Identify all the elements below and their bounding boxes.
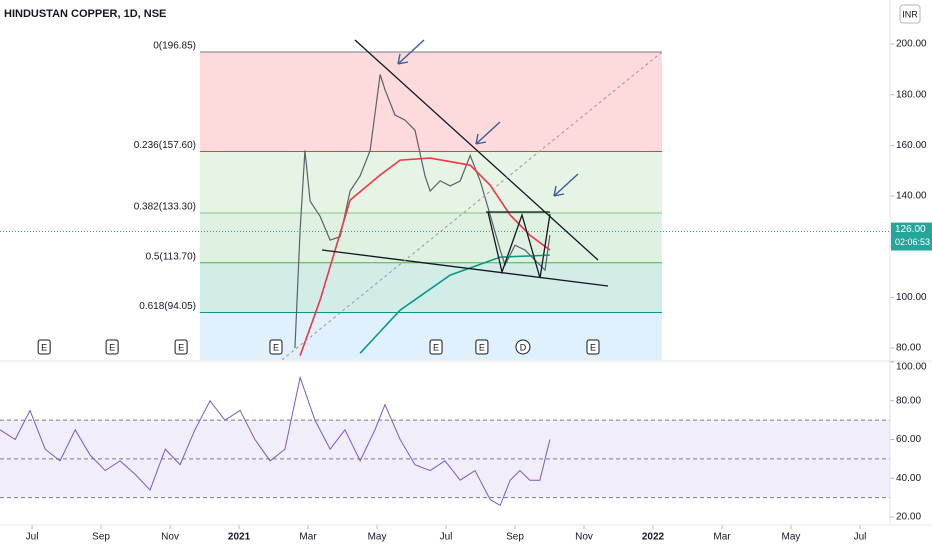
fib-label: 0.236(157.60)	[134, 140, 196, 151]
fib-label: 0(196.85)	[153, 41, 196, 52]
x-tick-label: Jul	[854, 532, 867, 543]
trendline	[354, 39, 599, 261]
event-label: E	[433, 342, 439, 352]
event-badge	[586, 339, 600, 355]
event-label: E	[41, 342, 47, 352]
arrow	[553, 173, 579, 197]
x-tick-label: Nov	[161, 532, 179, 543]
x-tick-label: Sep	[92, 532, 110, 543]
series-line	[294, 74, 551, 349]
x-tick-label: Jul	[440, 532, 453, 543]
series-line	[359, 254, 550, 354]
trendline	[321, 249, 609, 287]
event-label: E	[479, 342, 485, 352]
fib-band	[200, 213, 662, 263]
event-label: E	[178, 342, 184, 352]
x-tick-label: 2021	[228, 532, 251, 543]
rsi-pane	[0, 375, 890, 507]
last-price-badge	[891, 222, 932, 251]
fib-label: 0.618(94.05)	[139, 301, 196, 312]
drawings	[281, 39, 663, 360]
x-tick-label: May	[368, 532, 387, 543]
y-tick-label: 80.00	[896, 343, 921, 354]
series-line	[0, 375, 551, 507]
x-tick-label: 2022	[642, 532, 665, 543]
fib-band	[200, 151, 662, 214]
event-label: E	[590, 342, 596, 352]
y-tick-label: 100.00	[896, 292, 927, 303]
pattern	[487, 211, 551, 279]
fib-label: 0.382(133.30)	[134, 202, 196, 213]
y-tick-label: 140.00	[896, 191, 927, 202]
event-label: D	[520, 342, 527, 352]
arrow	[397, 39, 425, 65]
chart-title: HINDUSTAN COPPER, 1D, NSE	[4, 8, 166, 20]
event-badge	[515, 339, 531, 355]
x-tick-label: Sep	[506, 532, 524, 543]
x-tick-label: May	[782, 532, 801, 543]
y-tick-label: 20.00	[896, 512, 921, 523]
y-tick-label: 180.00	[896, 89, 927, 100]
event-badge	[174, 339, 188, 355]
y-tick-label: 80.00	[896, 395, 921, 406]
x-tick-label: Mar	[713, 532, 731, 543]
y-tick-label: 200.00	[896, 39, 927, 50]
event-badge	[429, 339, 443, 355]
event-badge	[475, 339, 489, 355]
x-tick-label: Nov	[575, 532, 593, 543]
event-label: E	[109, 342, 115, 352]
y-tick-label: 60.00	[896, 434, 921, 445]
event-badge	[269, 339, 283, 355]
event-label: E	[273, 342, 279, 352]
price-pane	[0, 51, 890, 360]
y-tick-label: 100.00	[896, 362, 927, 373]
event-badge	[105, 339, 119, 355]
y-tick-label: 160.00	[896, 140, 927, 151]
event-badge	[37, 339, 51, 355]
x-tick-label: Mar	[299, 532, 317, 543]
series-line	[299, 157, 551, 356]
fib-label: 0.5(113.70)	[146, 251, 196, 262]
arrow	[475, 121, 501, 145]
currency-badge	[899, 4, 921, 24]
last-price-label: 126.00	[895, 224, 926, 235]
x-tick-label: Jul	[26, 532, 39, 543]
countdown: 02:06:53	[895, 237, 930, 247]
fib-band	[200, 52, 662, 152]
y-tick-label: 40.00	[896, 473, 921, 484]
currency: INR	[902, 9, 918, 19]
